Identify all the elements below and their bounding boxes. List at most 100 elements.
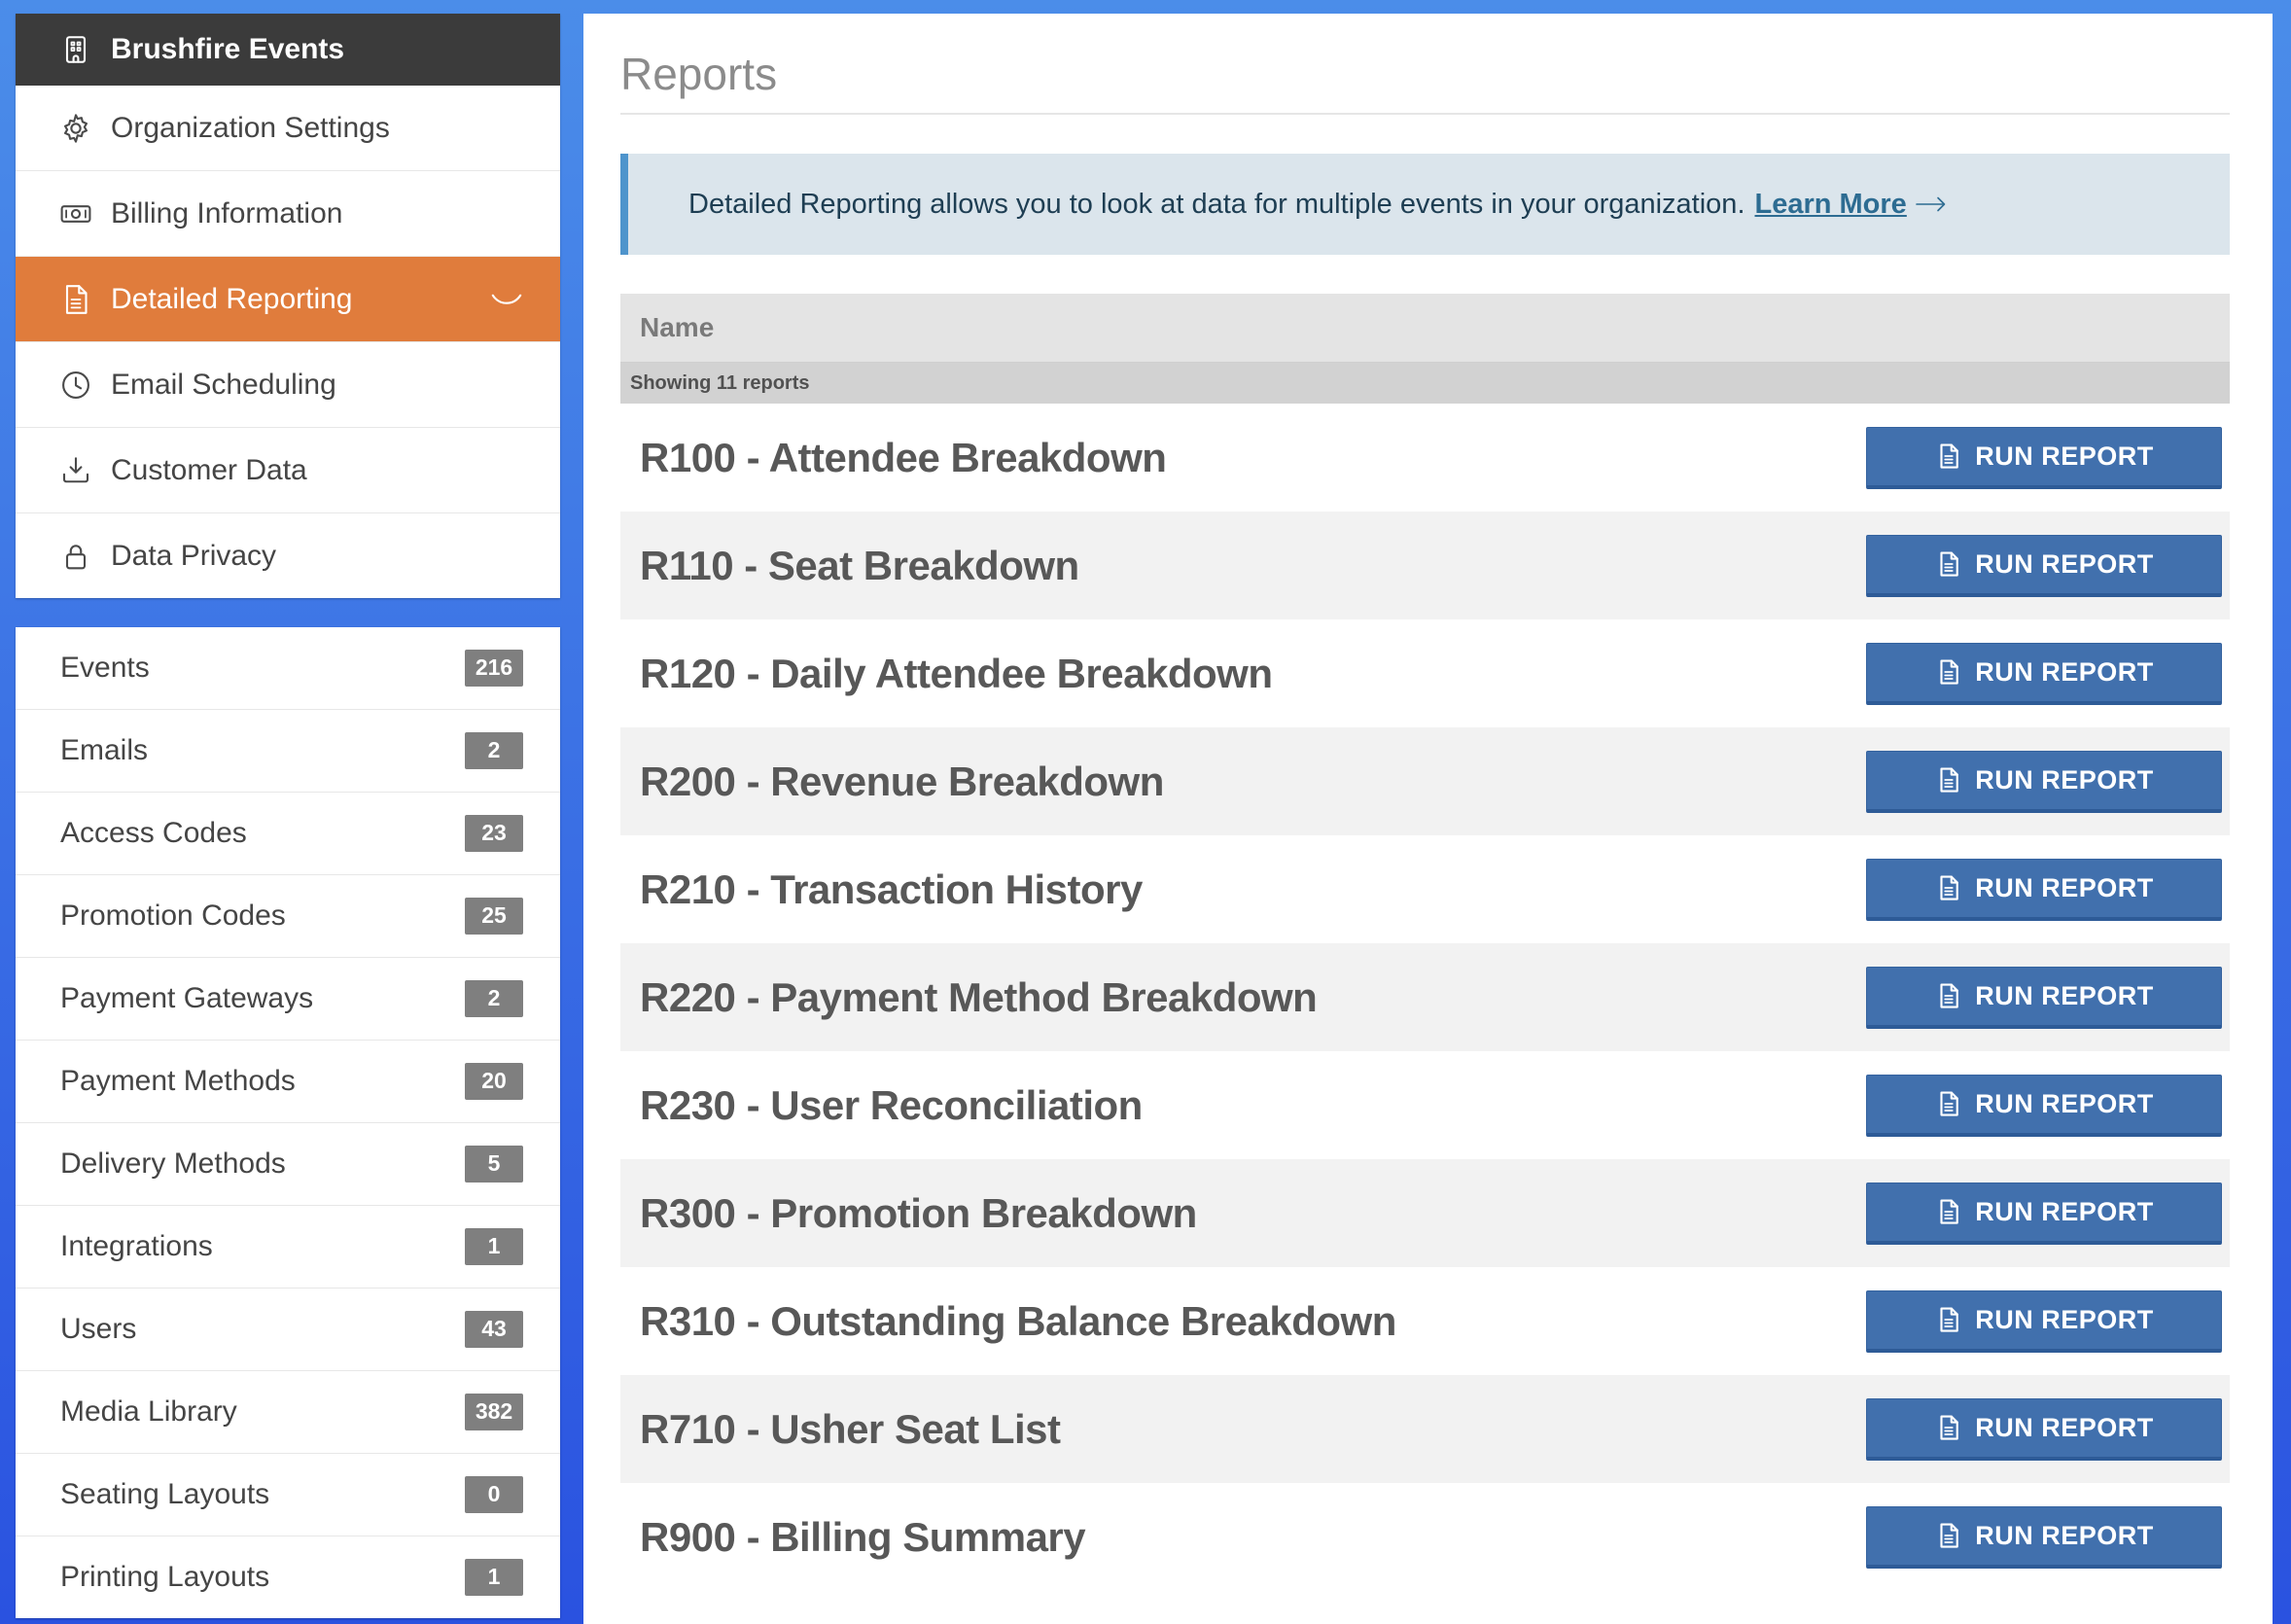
sidebar-count-item[interactable]: Access Codes 23 xyxy=(16,792,560,874)
building-icon xyxy=(58,32,93,67)
sidebar-nav-item-label: Email Scheduling xyxy=(111,368,336,401)
lock-icon xyxy=(58,539,93,574)
document-icon xyxy=(1934,765,1963,794)
title-divider xyxy=(620,113,2230,115)
sidebar-count-item-label: Payment Gateways xyxy=(60,982,314,1014)
run-report-button[interactable]: RUN REPORT xyxy=(1866,750,2222,813)
main-panel: Reports Detailed Reporting allows you to… xyxy=(583,14,2273,1624)
sidebar-nav-item[interactable]: Customer Data xyxy=(16,427,560,512)
run-report-button[interactable]: RUN REPORT xyxy=(1866,534,2222,597)
document-icon xyxy=(1934,981,1963,1010)
showing-count: Showing 11 reports xyxy=(620,363,2230,404)
sidebar-count-item-label: Seating Layouts xyxy=(60,1478,270,1510)
document-icon xyxy=(1934,657,1963,687)
count-badge: 23 xyxy=(465,815,523,852)
sidebar-nav-item[interactable]: Data Privacy xyxy=(16,512,560,598)
sidebar-nav-item[interactable]: Organization Settings xyxy=(16,86,560,170)
sidebar-count-item-label: Emails xyxy=(60,734,149,766)
report-name: R230 - User Reconciliation xyxy=(640,1081,1143,1128)
sidebar-count-item[interactable]: Events 216 xyxy=(16,627,560,709)
sidebar-nav-item-label: Billing Information xyxy=(111,196,343,229)
count-badge: 2 xyxy=(465,980,523,1017)
clock-icon xyxy=(58,368,93,403)
sidebar-nav-item[interactable]: Email Scheduling xyxy=(16,341,560,427)
document-icon xyxy=(1934,873,1963,902)
report-name: R710 - Usher Seat List xyxy=(640,1405,1061,1452)
sidebar-count-item[interactable]: Emails 2 xyxy=(16,709,560,792)
organization-header: Brushfire Events xyxy=(16,14,560,86)
reports-table: Name Showing 11 reports R100 - Attendee … xyxy=(620,294,2230,1591)
organization-title: Brushfire Events xyxy=(111,33,345,65)
sidebar-count-item-label: Users xyxy=(60,1313,137,1345)
download-icon xyxy=(58,453,93,488)
gear-icon xyxy=(58,111,93,146)
run-report-button[interactable]: RUN REPORT xyxy=(1866,1182,2222,1245)
report-row: R100 - Attendee Breakdown RUN REPORT xyxy=(620,404,2230,512)
sidebar-count-item-label: Access Codes xyxy=(60,817,247,849)
sidebar-count-item[interactable]: Users 43 xyxy=(16,1288,560,1370)
learn-more-link[interactable]: Learn More xyxy=(1754,188,1907,220)
report-row: R220 - Payment Method Breakdown RUN REPO… xyxy=(620,943,2230,1051)
report-name: R210 - Transaction History xyxy=(640,865,1143,912)
sidebar-count-item-label: Integrations xyxy=(60,1230,213,1262)
report-name: R200 - Revenue Breakdown xyxy=(640,758,1164,804)
sidebar-count-item[interactable]: Seating Layouts 0 xyxy=(16,1453,560,1536)
report-row: R710 - Usher Seat List RUN REPORT xyxy=(620,1375,2230,1483)
run-report-button[interactable]: RUN REPORT xyxy=(1866,642,2222,705)
run-report-button[interactable]: RUN REPORT xyxy=(1866,1505,2222,1569)
report-row: R120 - Daily Attendee Breakdown RUN REPO… xyxy=(620,619,2230,727)
report-row: R110 - Seat Breakdown RUN REPORT xyxy=(620,512,2230,619)
sidebar-nav-item-label: Data Privacy xyxy=(111,539,277,572)
sidebar-nav: Organization Settings Billing Informatio… xyxy=(16,86,560,598)
run-report-button[interactable]: RUN REPORT xyxy=(1866,966,2222,1029)
report-row: R300 - Promotion Breakdown RUN REPORT xyxy=(620,1159,2230,1267)
run-report-button[interactable]: RUN REPORT xyxy=(1866,426,2222,489)
run-report-button[interactable]: RUN REPORT xyxy=(1866,1289,2222,1353)
count-badge: 382 xyxy=(465,1394,523,1430)
cash-icon xyxy=(58,196,93,231)
run-report-button[interactable]: RUN REPORT xyxy=(1866,858,2222,921)
document-icon xyxy=(1934,1521,1963,1550)
table-header-row: Name xyxy=(620,294,2230,363)
sidebar-count-item[interactable]: Payment Gateways 2 xyxy=(16,957,560,1040)
report-name: R100 - Attendee Breakdown xyxy=(640,434,1167,480)
sidebar-count-item[interactable]: Delivery Methods 5 xyxy=(16,1122,560,1205)
sidebar-nav-item-label: Customer Data xyxy=(111,453,307,486)
count-badge: 2 xyxy=(465,732,523,769)
sidebar-count-item[interactable]: Promotion Codes 25 xyxy=(16,874,560,957)
sidebar-nav-item[interactable]: Detailed Reporting xyxy=(16,256,560,341)
chevron-down-icon xyxy=(490,290,523,309)
sidebar-count-card: Events 216 Emails 2 Access Codes 23 Prom… xyxy=(16,627,560,1618)
sidebar-count-item[interactable]: Payment Methods 20 xyxy=(16,1040,560,1122)
document-icon xyxy=(1934,1089,1963,1118)
report-name: R310 - Outstanding Balance Breakdown xyxy=(640,1297,1396,1344)
sidebar-count-item-label: Printing Layouts xyxy=(60,1561,270,1593)
document-icon xyxy=(1934,441,1963,471)
run-report-button[interactable]: RUN REPORT xyxy=(1866,1397,2222,1461)
sidebar-nav-item[interactable]: Billing Information xyxy=(16,170,560,256)
document-icon xyxy=(1934,549,1963,579)
banner-text: Detailed Reporting allows you to look at… xyxy=(688,188,1745,220)
run-report-button[interactable]: RUN REPORT xyxy=(1866,1074,2222,1137)
count-badge: 5 xyxy=(465,1146,523,1183)
arrow-right-icon xyxy=(1915,192,1948,217)
sidebar-count-item-label: Promotion Codes xyxy=(60,900,286,932)
sidebar-count-item-label: Events xyxy=(60,652,150,684)
name-column-header: Name xyxy=(640,312,715,342)
count-badge: 1 xyxy=(465,1559,523,1596)
sidebar-count-item[interactable]: Printing Layouts 1 xyxy=(16,1536,560,1618)
sidebar: Brushfire Events Organization Settings B… xyxy=(16,14,560,1618)
report-name: R220 - Payment Method Breakdown xyxy=(640,973,1318,1020)
sidebar-count-item[interactable]: Integrations 1 xyxy=(16,1205,560,1288)
sidebar-nav-card: Brushfire Events Organization Settings B… xyxy=(16,14,560,598)
report-row: R230 - User Reconciliation RUN REPORT xyxy=(620,1051,2230,1159)
page-title: Reports xyxy=(620,49,778,99)
report-row: R310 - Outstanding Balance Breakdown RUN… xyxy=(620,1267,2230,1375)
report-name: R300 - Promotion Breakdown xyxy=(640,1189,1197,1236)
report-row: R200 - Revenue Breakdown RUN REPORT xyxy=(620,727,2230,835)
report-row: R210 - Transaction History RUN REPORT xyxy=(620,835,2230,943)
count-badge: 43 xyxy=(465,1311,523,1348)
sidebar-count-item[interactable]: Media Library 382 xyxy=(16,1370,560,1453)
sidebar-count-item-label: Media Library xyxy=(60,1395,237,1428)
